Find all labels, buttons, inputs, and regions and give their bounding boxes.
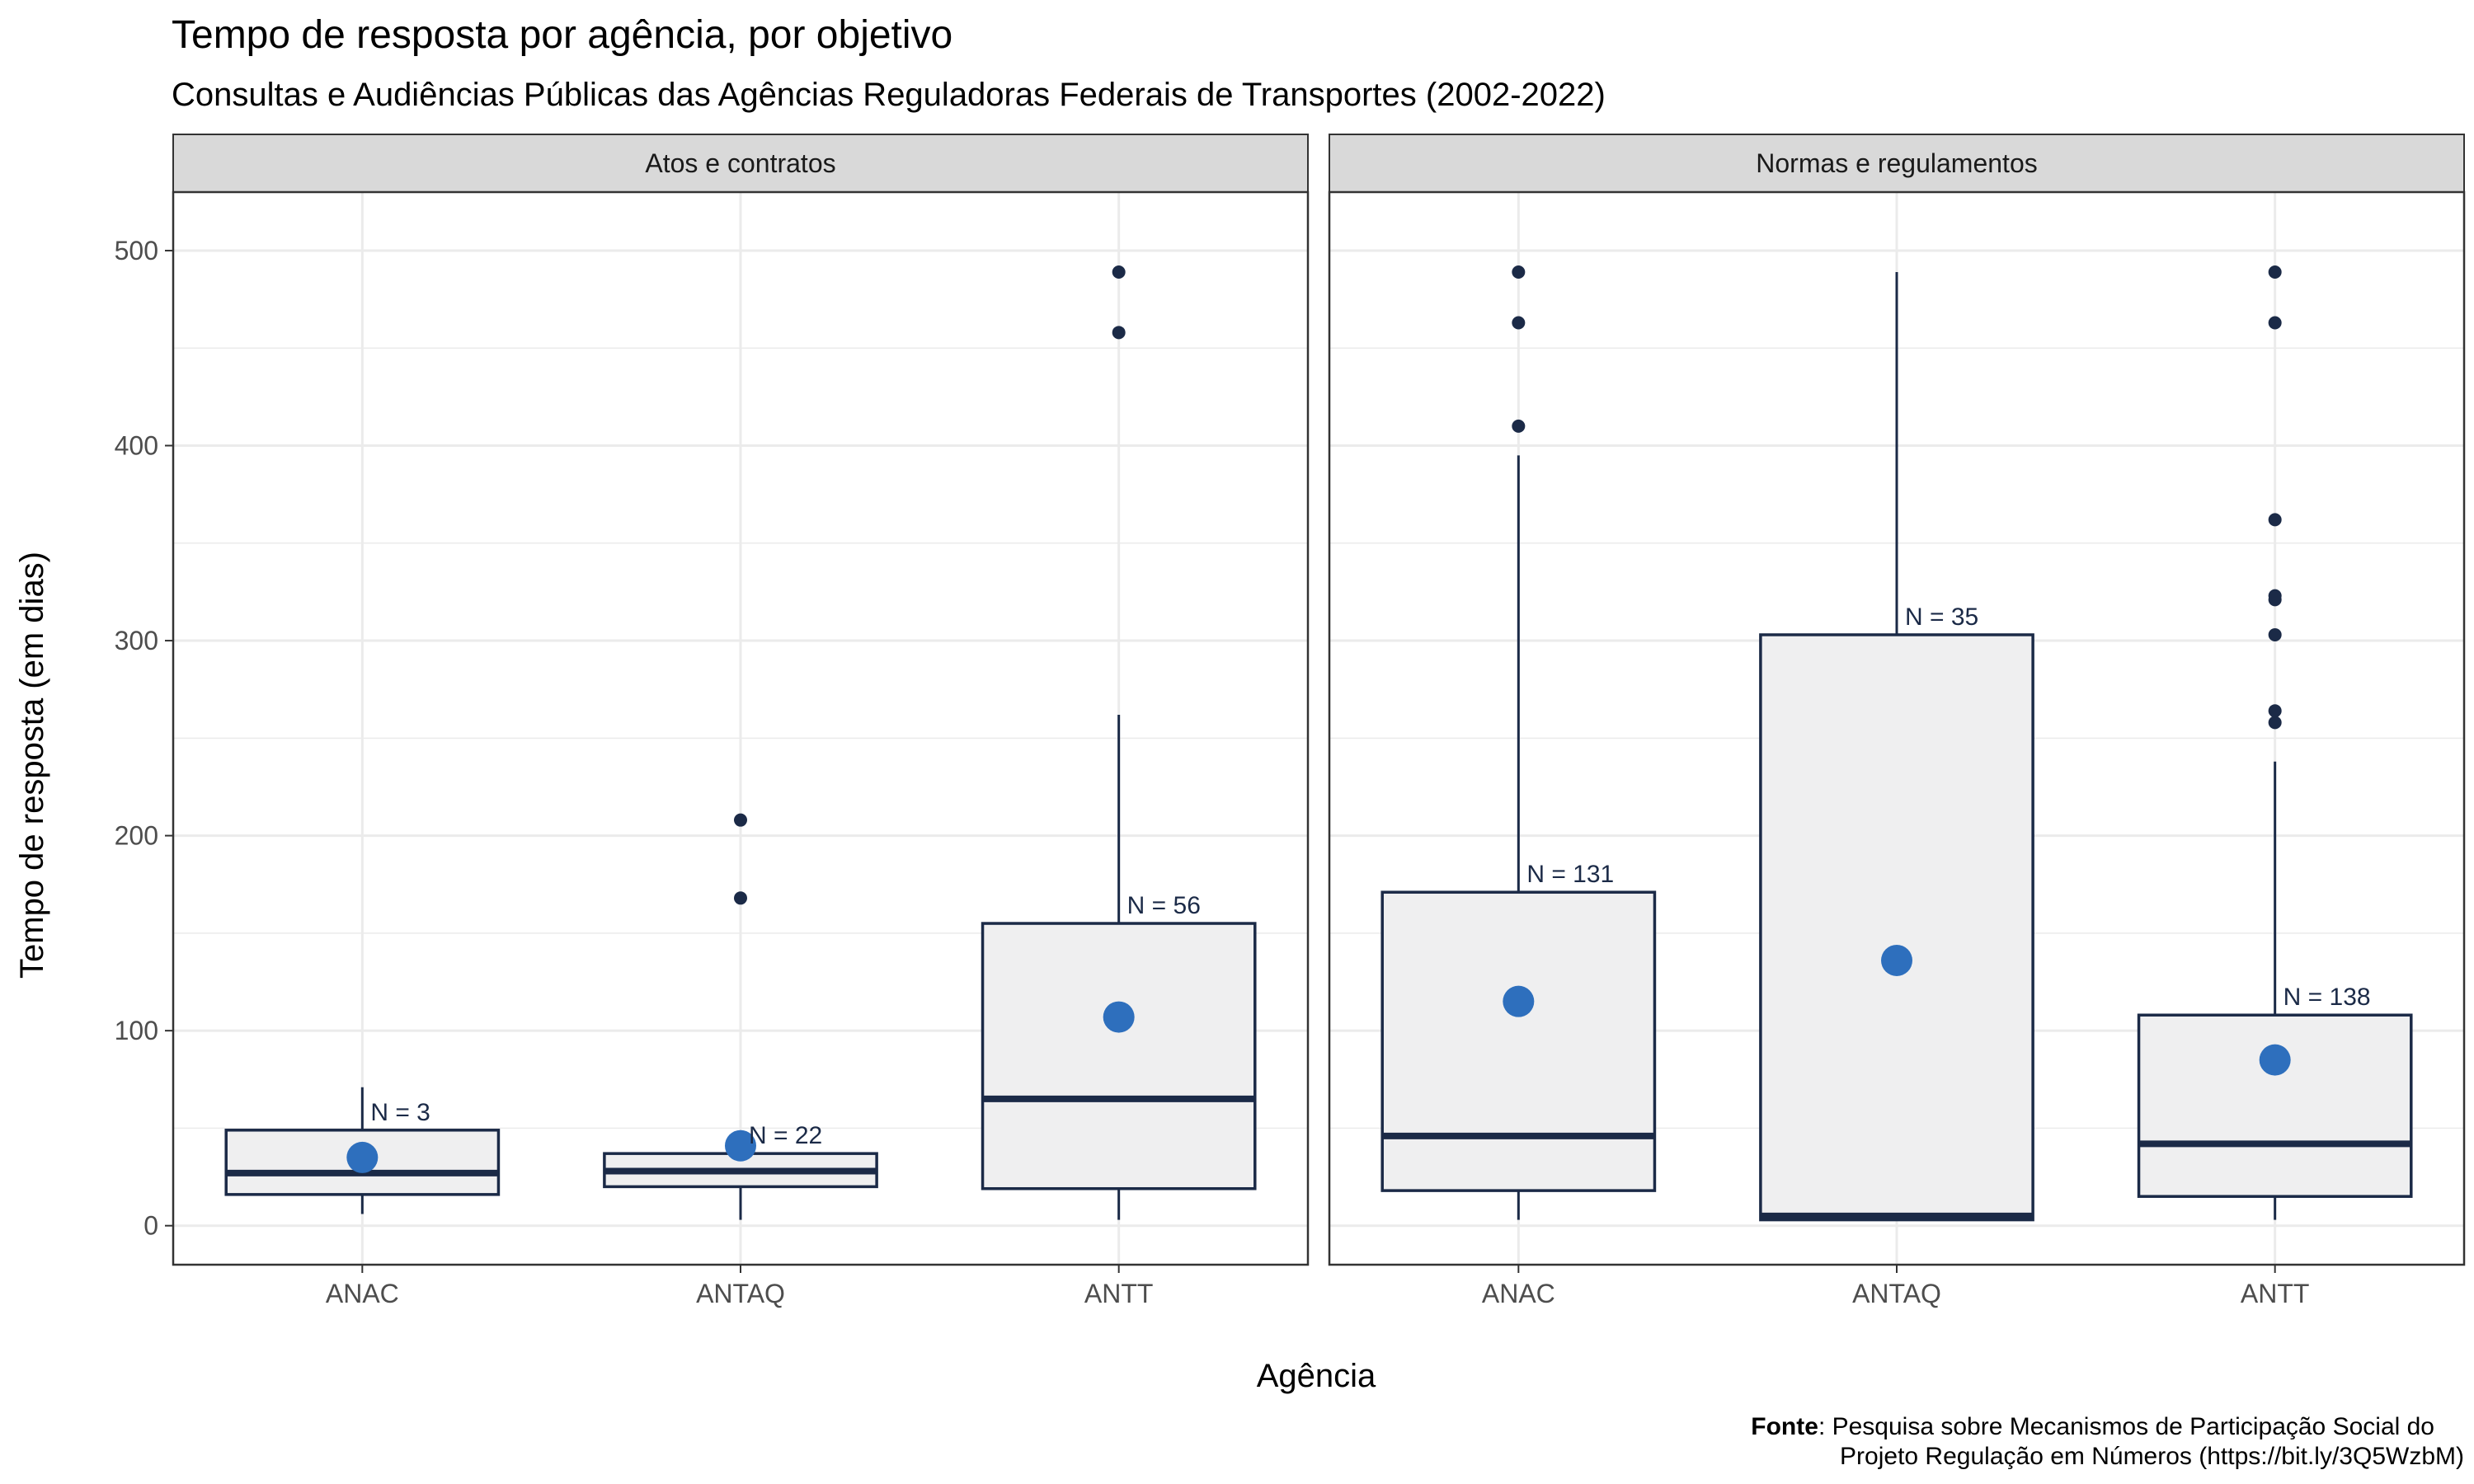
box-iqr — [2137, 1013, 2413, 1198]
x-tick-label: ANTAQ — [1852, 1279, 1941, 1308]
x-axis-title: Agência — [1257, 1358, 1376, 1394]
facet-panel: Normas e regulamentos N = 131 N = 35 N = 13… — [1328, 134, 2466, 1308]
mean-point — [1103, 1001, 1135, 1033]
box-iqr — [1380, 890, 1657, 1192]
facet-strip — [1329, 134, 2465, 193]
n-label: N = 131 — [1526, 861, 1614, 888]
chart-title: Tempo de resposta por agência, por objet… — [172, 13, 952, 57]
n-label: N = 138 — [2284, 984, 2371, 1011]
x-tick-label: ANTT — [1084, 1279, 1154, 1308]
n-label: N = 35 — [1905, 603, 1978, 631]
y-tick-label: 500 — [115, 236, 158, 265]
boxplot-antaq: N = 22 — [603, 813, 878, 1220]
outlier-point — [2268, 513, 2282, 527]
x-tick-label: ANTT — [2241, 1279, 2310, 1308]
y-tick-label: 300 — [115, 626, 158, 655]
mean-point — [346, 1141, 379, 1173]
outlier-point — [1112, 326, 1126, 340]
outlier-point — [2268, 627, 2282, 641]
source-caption-line1: Fonte: Pesquisa sobre Mecanismos de Part… — [1751, 1413, 2434, 1440]
outlier-point — [734, 813, 747, 827]
source-caption-text: : Pesquisa sobre Mecanismos de Participa… — [1818, 1413, 2434, 1440]
outlier-point — [2268, 316, 2282, 330]
outlier-point — [734, 891, 747, 905]
boxplot-antaq: N = 35 — [1759, 271, 2034, 1222]
chart-subtitle: Consultas e Audiências Públicas das Agên… — [172, 77, 1606, 113]
outlier-point — [2268, 265, 2282, 279]
outlier-point — [2268, 716, 2282, 730]
outlier-point — [2268, 589, 2282, 603]
y-tick-label: 400 — [115, 431, 158, 461]
facet-panel: Atos e contratos N = 3 N = 22 N = 56 ANAC ANT… — [115, 134, 1310, 1308]
outlier-point — [1512, 316, 1526, 330]
outlier-point — [2268, 704, 2282, 718]
mean-point — [725, 1129, 756, 1162]
outlier-point — [1112, 265, 1126, 279]
facet-strip-label: Atos e contratos — [645, 148, 835, 178]
x-tick-label: ANAC — [1482, 1279, 1555, 1308]
outlier-point — [1512, 419, 1526, 433]
mean-point — [1503, 985, 1535, 1017]
n-label: N = 56 — [1127, 892, 1201, 919]
boxplot-anac: N = 131 — [1380, 265, 1657, 1220]
x-tick-label: ANTAQ — [696, 1279, 785, 1308]
x-tick-label: ANAC — [326, 1279, 399, 1308]
panels-layer: Atos e contratos N = 3 N = 22 N = 56 ANAC ANT… — [115, 134, 2466, 1308]
y-axis-title: Tempo de resposta (em dias) — [14, 552, 50, 979]
n-label: N = 22 — [749, 1122, 822, 1149]
boxplot-antt: N = 138 — [2137, 265, 2413, 1220]
mean-point — [1881, 944, 1912, 976]
mean-point — [2259, 1044, 2291, 1076]
box-iqr — [981, 922, 1257, 1190]
y-tick-label: 100 — [115, 1016, 158, 1045]
facet-strip — [172, 134, 1309, 193]
source-caption-bold: Fonte — [1751, 1413, 1818, 1440]
boxplot-anac: N = 3 — [224, 1087, 501, 1214]
y-tick-label: 200 — [115, 821, 158, 851]
box-iqr — [1759, 633, 2034, 1222]
y-tick-label: 0 — [143, 1211, 158, 1241]
outlier-point — [1512, 265, 1526, 279]
source-caption-line2: Projeto Regulação em Números (https://bi… — [1840, 1443, 2464, 1470]
facet-strip-label: Normas e regulamentos — [1756, 148, 2037, 178]
boxplot-antt: N = 56 — [981, 265, 1257, 1220]
n-label: N = 3 — [370, 1099, 430, 1126]
